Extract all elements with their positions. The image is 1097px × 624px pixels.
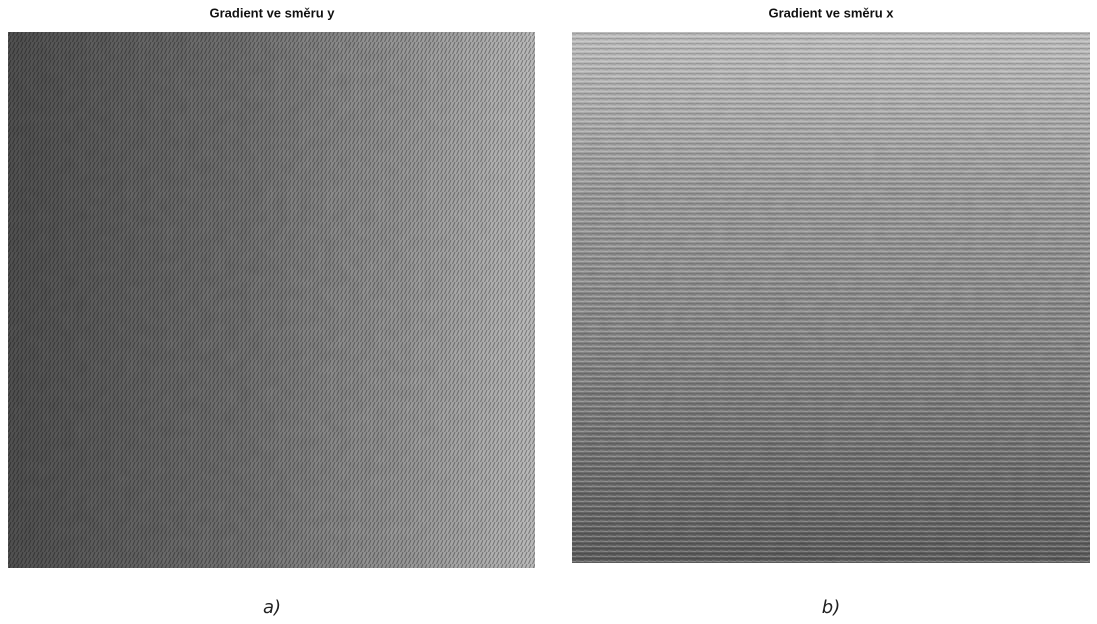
panel-caption: a)	[263, 597, 281, 618]
gradient-image-x	[572, 32, 1090, 563]
gradient-image-y	[8, 32, 535, 568]
panel-title: Gradient ve směru x	[769, 5, 895, 20]
panel-title: Gradient ve směru y	[210, 5, 336, 20]
figure: Gradient ve směru y a) Gradient ve směru…	[0, 0, 1097, 624]
panel-caption: b)	[822, 597, 840, 618]
